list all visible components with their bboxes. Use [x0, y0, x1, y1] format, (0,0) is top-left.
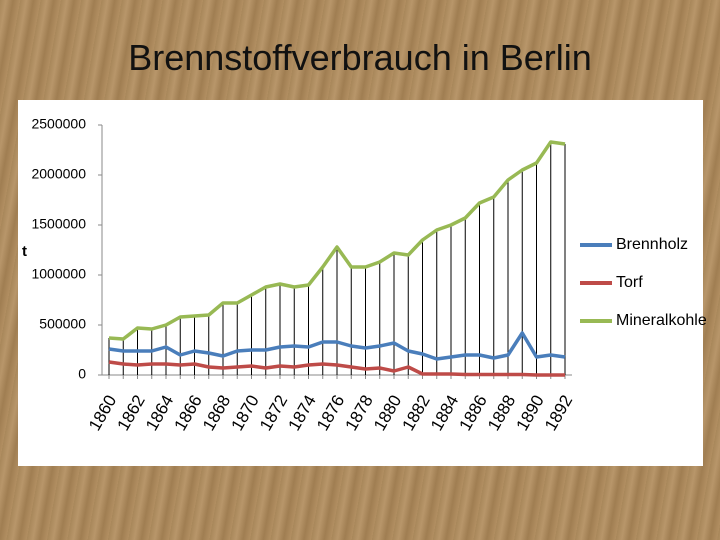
chart-title: Brennstoffverbrauch in Berlin — [128, 37, 592, 78]
y-tick-label: 1500000 — [31, 216, 86, 232]
y-tick-label: 2500000 — [31, 116, 86, 132]
y-tick-label: 500000 — [39, 316, 86, 332]
y-axis-label: t — [22, 243, 27, 260]
y-tick-label: 0 — [78, 366, 86, 382]
series-line — [108, 140, 566, 341]
series-line — [108, 360, 565, 377]
series-line — [108, 331, 566, 361]
legend-label: Mineralkohle — [616, 312, 707, 329]
legend-label: Brennholz — [616, 236, 688, 253]
y-tick-label: 1000000 — [31, 266, 86, 282]
legend-label: Torf — [616, 274, 643, 291]
y-tick-label: 2000000 — [31, 166, 86, 182]
